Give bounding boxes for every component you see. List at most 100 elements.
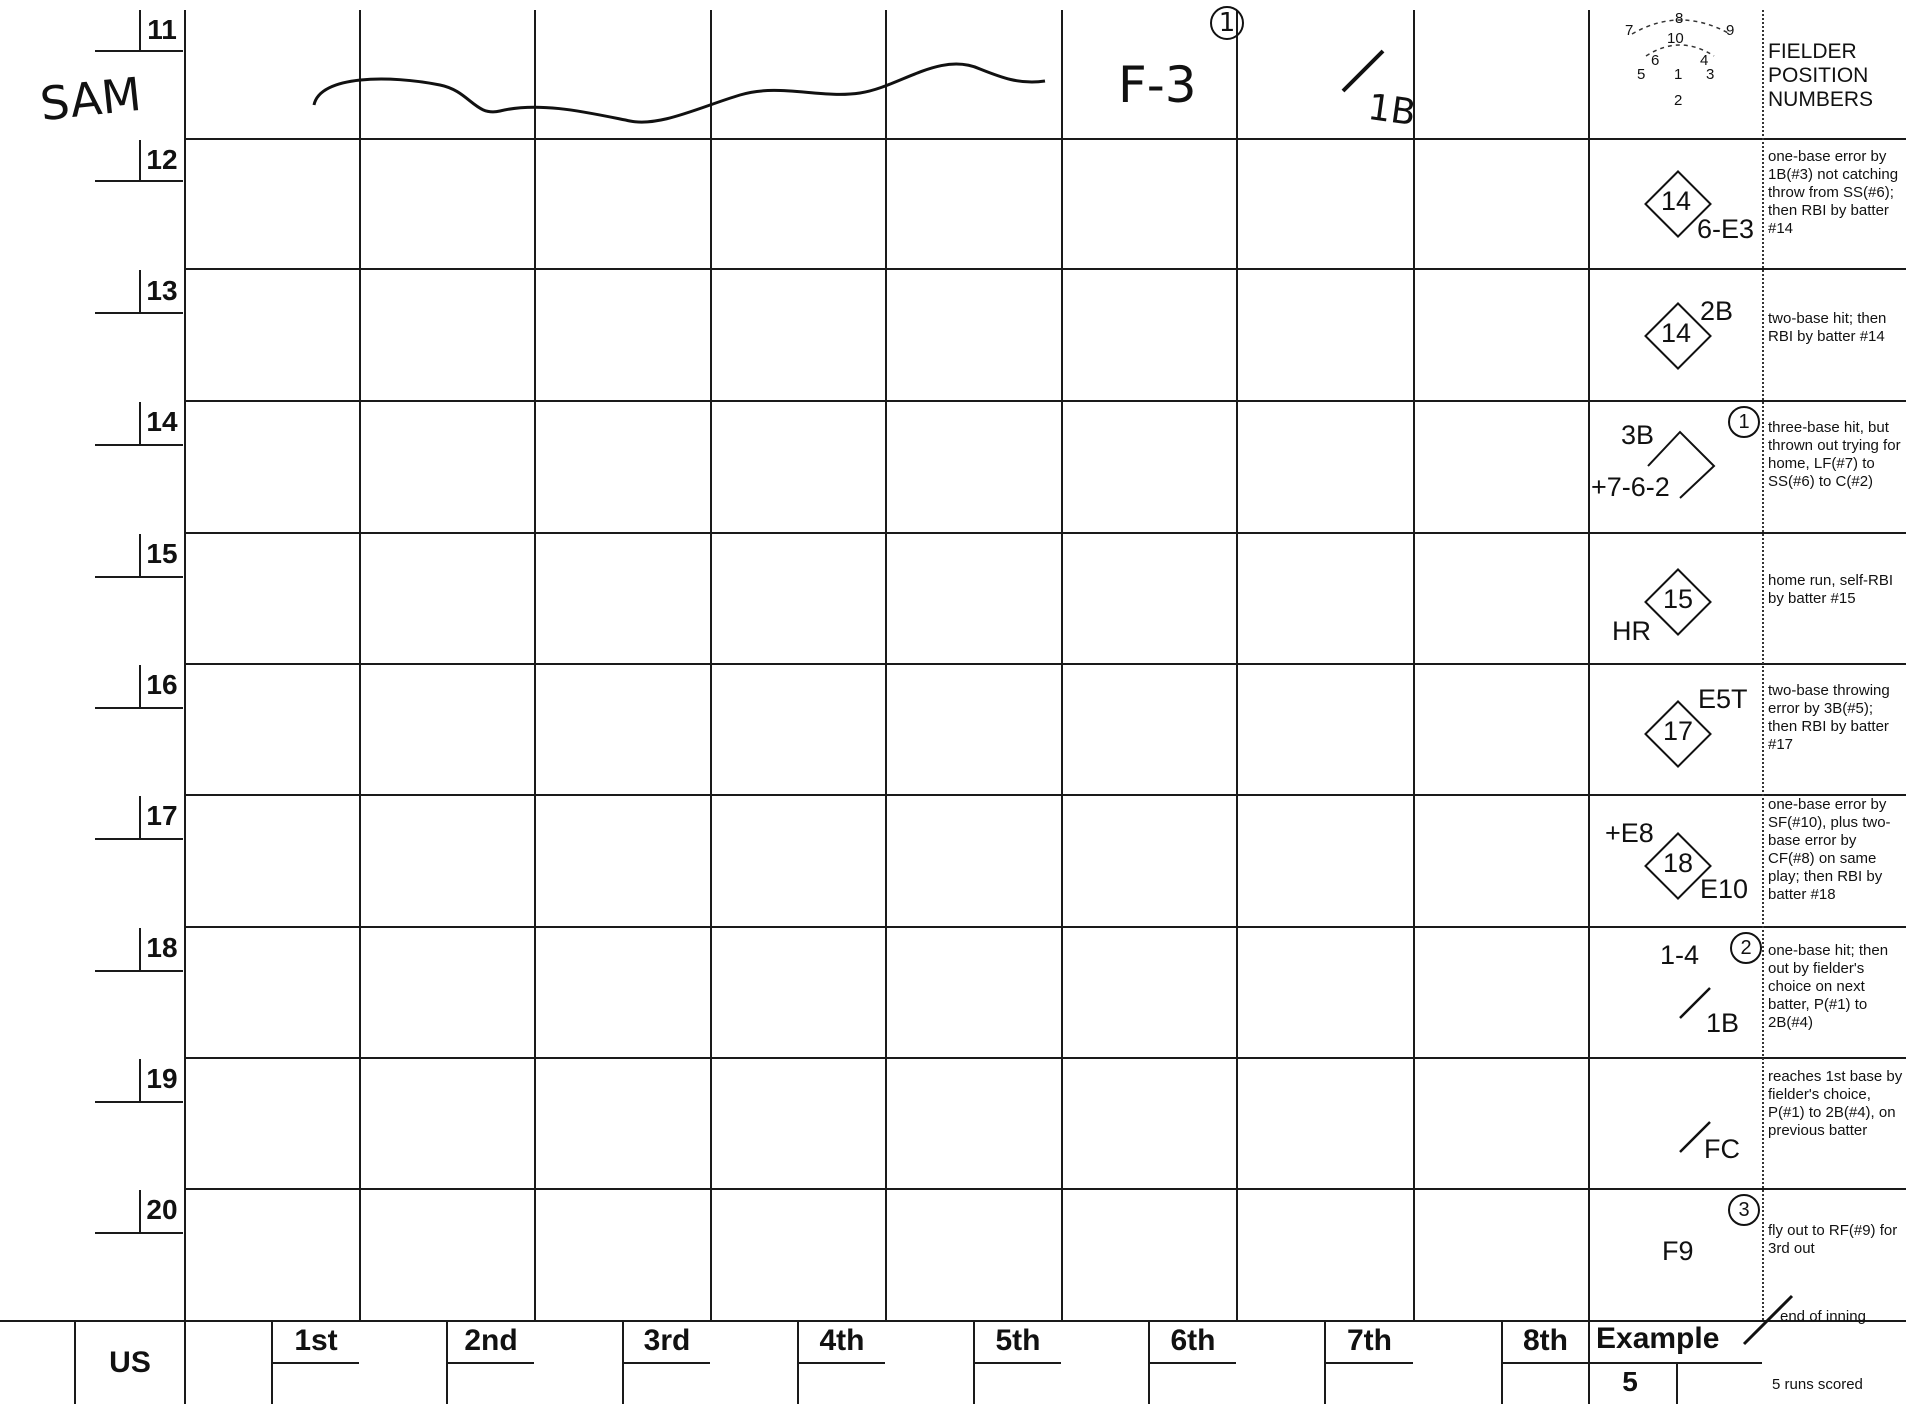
example-note: one-base error by 1B(#3) not catching th… (1768, 148, 1902, 238)
row-divider (185, 138, 1906, 140)
fielder-number: 3 (1706, 66, 1714, 83)
fielder-number: 8 (1675, 10, 1683, 27)
name-line (95, 707, 141, 709)
name-line (95, 838, 141, 840)
row-number: 11 (141, 14, 183, 46)
name-line (95, 970, 141, 972)
out-number-circle: 2 (1730, 932, 1762, 964)
team-label: US (78, 1346, 182, 1380)
inning-1-label: 1st (273, 1324, 359, 1358)
inning-4-label: 4th (799, 1324, 885, 1358)
example-mark: 2B (1700, 296, 1733, 327)
out-number-circle: 1 (1728, 406, 1760, 438)
runs-scored-note: 5 runs scored (1772, 1376, 1902, 1394)
example-note: one-base error by SF(#10), plus two-base… (1768, 796, 1904, 904)
fielder-number: 9 (1726, 22, 1734, 39)
handwritten-squiggle (300, 55, 1060, 135)
footer-divider (1588, 1362, 1762, 1364)
example-note: fly out to RF(#9) for 3rd out (1768, 1222, 1902, 1258)
row-number: 16 (141, 669, 183, 701)
footer-divider (1324, 1362, 1413, 1364)
example-note: home run, self-RBI by batter #15 (1768, 572, 1902, 608)
column-line (1413, 10, 1415, 1320)
column-line (710, 10, 712, 1320)
row-number: 19 (141, 1063, 183, 1095)
column-line (1061, 10, 1063, 1320)
name-line (95, 180, 141, 182)
fielder-number: 1 (1674, 66, 1682, 83)
fielder-number: 2 (1674, 92, 1682, 109)
name-line (95, 1101, 141, 1103)
diamond-batter-number: 14 (1646, 186, 1706, 217)
row-number: 14 (141, 406, 183, 438)
row-number: 20 (141, 1194, 183, 1226)
example-note: two-base throwing error by 3B(#5); then … (1768, 682, 1902, 754)
inning-2-label: 2nd (448, 1324, 534, 1358)
diamond-batter-number: 15 (1648, 584, 1708, 615)
row-number: 12 (141, 144, 183, 176)
example-mark: F9 (1662, 1236, 1694, 1267)
out-number-circle: 3 (1728, 1194, 1760, 1226)
example-label: Example (1596, 1322, 1746, 1356)
example-note: one-base hit; then out by fielder's choi… (1768, 942, 1902, 1032)
name-line (95, 576, 141, 578)
row-divider (185, 1188, 1906, 1190)
name-line (95, 50, 141, 52)
row-divider (185, 663, 1906, 665)
end-of-inning-note: end of inning (1780, 1308, 1900, 1326)
column-line (184, 10, 186, 1404)
footer-divider (797, 1362, 885, 1364)
footer-divider (446, 1362, 534, 1364)
column-line (1236, 10, 1238, 1320)
diamond-batter-number: 17 (1648, 716, 1708, 747)
example-mark: FC (1704, 1134, 1740, 1165)
fielder-diagram-title: FIELDER POSITION NUMBERS (1768, 40, 1896, 112)
example-mark: 6-E3 (1697, 214, 1754, 245)
row-divider (185, 268, 1906, 270)
footer-divider (973, 1362, 1061, 1364)
inning-7-label: 7th (1326, 1324, 1413, 1358)
example-mark: +7-6-2 (1591, 472, 1670, 503)
fielder-number: 10 (1667, 30, 1684, 47)
name-line (95, 1232, 141, 1234)
example-note: two-base hit; then RBI by batter #14 (1768, 310, 1902, 346)
example-note: three-base hit, but thrown out trying fo… (1768, 419, 1902, 491)
example-mark: 3B (1621, 420, 1654, 451)
example-runs: 5 (1600, 1366, 1660, 1398)
row-number: 13 (141, 275, 183, 307)
inning-5-label: 5th (975, 1324, 1061, 1358)
example-mark: HR (1612, 616, 1651, 647)
column-line (885, 10, 887, 1320)
diamond-batter-number: 14 (1646, 318, 1706, 349)
inning-3-label: 3rd (624, 1324, 710, 1358)
fielder-number: 7 (1625, 22, 1633, 39)
footer-divider (1148, 1362, 1236, 1364)
row-number: 15 (141, 538, 183, 570)
example-mark: E5T (1698, 684, 1748, 715)
footer-divider (622, 1362, 710, 1364)
footer-divider (74, 1320, 76, 1404)
fielder-number: 6 (1651, 52, 1659, 69)
diamond-batter-number: 18 (1648, 848, 1708, 879)
fielder-number: 5 (1637, 66, 1645, 83)
handwritten-player-name: SAM (37, 67, 143, 131)
name-line (95, 312, 141, 314)
example-mark: E10 (1700, 874, 1748, 905)
notes-separator (1762, 10, 1764, 1320)
footer-divider (271, 1362, 359, 1364)
row-number: 18 (141, 932, 183, 964)
row-number: 17 (141, 800, 183, 832)
handwritten-out-number: 1 (1210, 6, 1244, 40)
handwritten-play-flyout: F-3 (1118, 56, 1197, 114)
row-divider (185, 794, 1906, 796)
name-line (95, 444, 141, 446)
example-mark: 1-4 (1660, 940, 1699, 971)
handwritten-base-hit: 1B (1365, 87, 1418, 134)
footer-divider (1676, 1362, 1678, 1404)
example-mark: 1B (1706, 1008, 1739, 1039)
row-divider (185, 400, 1906, 402)
example-mark: +E8 (1605, 818, 1654, 849)
row-divider (185, 1057, 1906, 1059)
inning-6-label: 6th (1150, 1324, 1236, 1358)
